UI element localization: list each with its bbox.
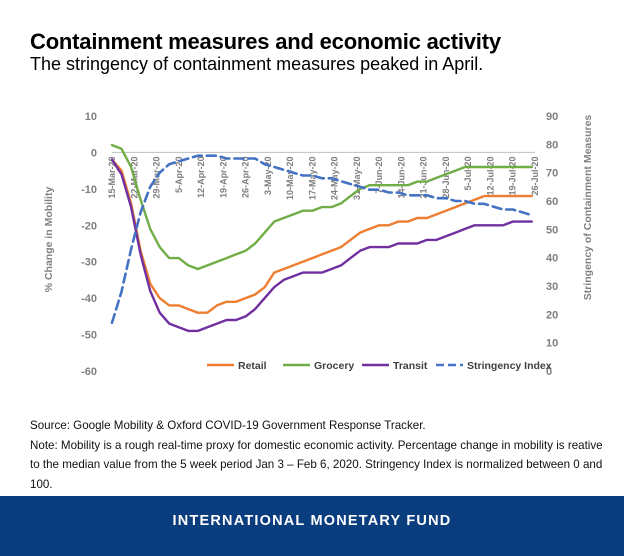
y2-tick-label: 30 [546, 281, 558, 293]
y-tick-label: -10 [81, 184, 97, 196]
legend-label: Stringency Index [467, 360, 552, 372]
y-tick-label: 10 [85, 111, 97, 123]
y-tick-label: 0 [91, 147, 97, 159]
methodology-note: Note: Mobility is a rough real-time prox… [30, 438, 603, 491]
x-tick-label: 5-Jul-20 [463, 156, 473, 190]
x-tick-label: 21-Jun-20 [419, 156, 429, 198]
y2-tick-label: 70 [546, 168, 558, 180]
y-tick-label: -30 [81, 257, 97, 269]
y-axis-title: % Change in Mobility [43, 187, 55, 293]
y-tick-label: -50 [81, 330, 97, 342]
series-line-grocery [110, 143, 533, 271]
chart-title: Containment measures and economic activi… [30, 29, 501, 54]
y2-tick-label: 90 [546, 111, 558, 123]
x-tick-label: 17-May-20 [307, 156, 317, 200]
series-line-retail [110, 158, 533, 314]
source-note: Source: Google Mobility & Oxford COVID-1… [30, 419, 426, 432]
x-tick-label: 15-Mar-20 [107, 156, 117, 198]
x-tick-label: 31-May-20 [352, 156, 362, 200]
legend-label: Grocery [314, 360, 354, 372]
series-line-stringency-index [110, 154, 534, 325]
y2-axis-title: Stringency of Containment Measures [582, 115, 594, 301]
x-tick-label: 10-May-20 [285, 156, 295, 200]
y2-tick-label: 60 [546, 196, 558, 208]
y-tick-label: -40 [81, 293, 97, 305]
x-tick-label: 19-Apr-20 [218, 156, 228, 198]
y2-tick-label: 0 [546, 366, 552, 378]
x-tick-label: 12-Apr-20 [196, 156, 206, 198]
x-tick-label: 14-Jun-20 [396, 156, 406, 198]
y-tick-label: -60 [81, 366, 97, 378]
y2-tick-label: 80 [546, 139, 558, 151]
x-tick-label: 7-Jun-20 [374, 156, 384, 193]
chart-notes: Source: Google Mobility & Oxford COVID-1… [30, 416, 610, 494]
y2-tick-label: 40 [546, 253, 558, 265]
x-tick-label: 28-Jun-20 [441, 156, 451, 198]
y2-tick-label: 50 [546, 224, 558, 236]
legend-label: Transit [393, 360, 428, 372]
x-tick-label: 3-May-20 [263, 156, 273, 195]
x-tick-label: 12-Jul-20 [485, 156, 495, 195]
footer-banner: INTERNATIONAL MONETARY FUND [0, 496, 624, 556]
series-line-transit [110, 158, 533, 333]
legend-label: Retail [238, 360, 267, 372]
y-tick-label: -20 [81, 220, 97, 232]
x-tick-label: 5-Apr-20 [174, 156, 184, 193]
chart-subtitle: The stringency of containment measures p… [30, 54, 484, 74]
x-tick-label: 19-Jul-20 [508, 156, 518, 195]
x-tick-label: 26-Jul-20 [530, 156, 540, 195]
footer-label: INTERNATIONAL MONETARY FUND [172, 513, 452, 529]
y2-tick-label: 10 [546, 338, 558, 350]
line-chart: 10 0 -10 -20 -30 -40 -50 -60 90 80 70 60 50 40 30 20 10 0… [43, 111, 594, 378]
y2-tick-label: 20 [546, 309, 558, 321]
x-tick-label: 26-Apr-20 [241, 156, 251, 198]
